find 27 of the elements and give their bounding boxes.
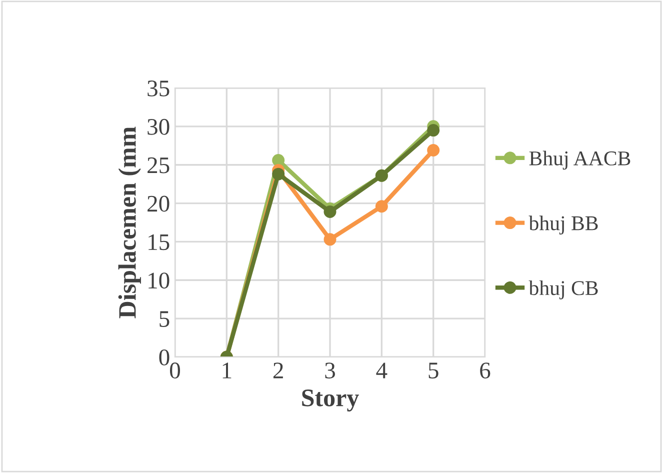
point (427, 144, 440, 157)
point (272, 168, 285, 180)
y-tick-label: 30 (148, 118, 170, 135)
x-tick-label: 2 (273, 362, 283, 378)
x-axis-title: Story (302, 390, 359, 412)
y-tick-label: 5 (160, 311, 170, 327)
y-tick-label: 0 (159, 349, 170, 366)
y-tick-label: 10 (148, 272, 170, 289)
point (324, 233, 336, 246)
point (427, 124, 440, 137)
y-tick-label: 15 (148, 234, 170, 250)
x-tick-label: 3 (325, 362, 335, 378)
point (375, 200, 388, 213)
point (272, 154, 285, 166)
x-tick-label: 6 (480, 362, 490, 378)
x-tick-label: 0 (170, 362, 180, 378)
legend-label: bhuj CB (528, 280, 598, 300)
legend-label: Bhuj AACB (529, 150, 630, 170)
y-tick-label: 25 (148, 157, 170, 174)
point (324, 205, 336, 218)
legend-label: bhuj BB (528, 216, 598, 235)
y-axis-title: Displacemen (mm (118, 126, 141, 318)
x-tick-label: 5 (428, 362, 438, 378)
y-tick-label: 20 (148, 196, 170, 212)
x-tick-label: 4 (376, 362, 388, 378)
x-tick-label: 1 (222, 362, 232, 378)
y-tick-label: 35 (148, 80, 170, 96)
